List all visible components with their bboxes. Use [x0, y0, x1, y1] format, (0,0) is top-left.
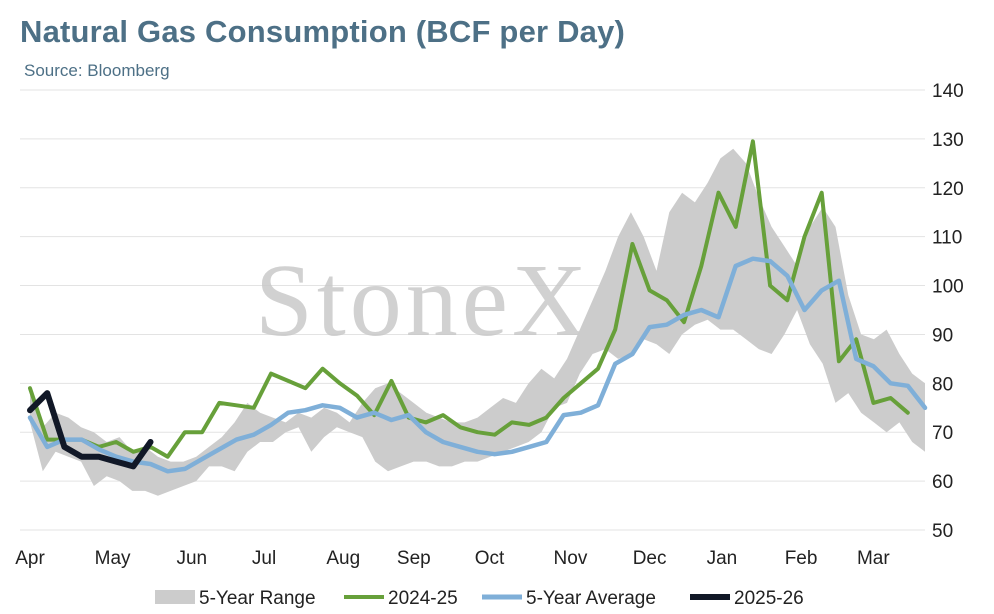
legend: 5-Year Range 2024-25 5-Year Average 2025-26	[155, 588, 804, 609]
y-tick-label-100: 100	[932, 277, 964, 298]
x-tick-label-mar: Mar	[857, 548, 890, 569]
y-tick-label-50: 50	[932, 521, 953, 542]
x-axis-ticks: Apr May Jun Jul Aug Sep Oct Nov Dec Jan Feb Mar	[15, 548, 890, 569]
watermark-text: StoneX	[255, 243, 591, 358]
y-tick-label-110: 110	[932, 228, 962, 249]
y-tick-label-60: 60	[932, 472, 953, 493]
x-tick-label-apr: Apr	[15, 548, 45, 569]
x-tick-label-may: May	[95, 548, 131, 569]
x-tick-label-oct: Oct	[475, 548, 505, 569]
x-tick-label-aug: Aug	[326, 548, 360, 569]
x-tick-label-feb: Feb	[785, 548, 818, 569]
x-tick-label-jun: Jun	[176, 548, 207, 569]
legend-label-5-year-range: 5-Year Range	[199, 588, 316, 609]
x-tick-label-jan: Jan	[707, 548, 738, 569]
y-tick-label-70: 70	[932, 423, 953, 444]
y-tick-label-90: 90	[932, 325, 953, 346]
y-tick-label-80: 80	[932, 374, 953, 395]
x-tick-label-nov: Nov	[554, 548, 588, 569]
y-tick-label-140: 140	[932, 81, 964, 102]
series-lines	[27, 139, 928, 474]
chart-title: Natural Gas Consumption (BCF per Day)	[20, 14, 626, 49]
x-tick-label-dec: Dec	[633, 548, 667, 569]
legend-label-5-year-average: 5-Year Average	[526, 588, 656, 609]
series-line-5-year-average	[27, 256, 928, 474]
y-axis-ticks: 50 60 70 80 90 100 110 120 130 140	[932, 81, 964, 542]
series-line-2024-25	[28, 139, 910, 459]
y-tick-label-120: 120	[932, 179, 964, 200]
legend-label-2025-26: 2025-26	[734, 588, 804, 609]
watermark: StoneX®	[255, 243, 694, 358]
gridlines	[20, 89, 925, 531]
y-tick-label-130: 130	[932, 130, 964, 151]
series-line-2025-26	[27, 390, 154, 470]
legend-label-2024-25: 2024-25	[388, 588, 458, 609]
x-tick-label-jul: Jul	[252, 548, 276, 569]
chart-subtitle: Source: Bloomberg	[24, 61, 170, 80]
x-tick-label-sep: Sep	[397, 548, 431, 569]
